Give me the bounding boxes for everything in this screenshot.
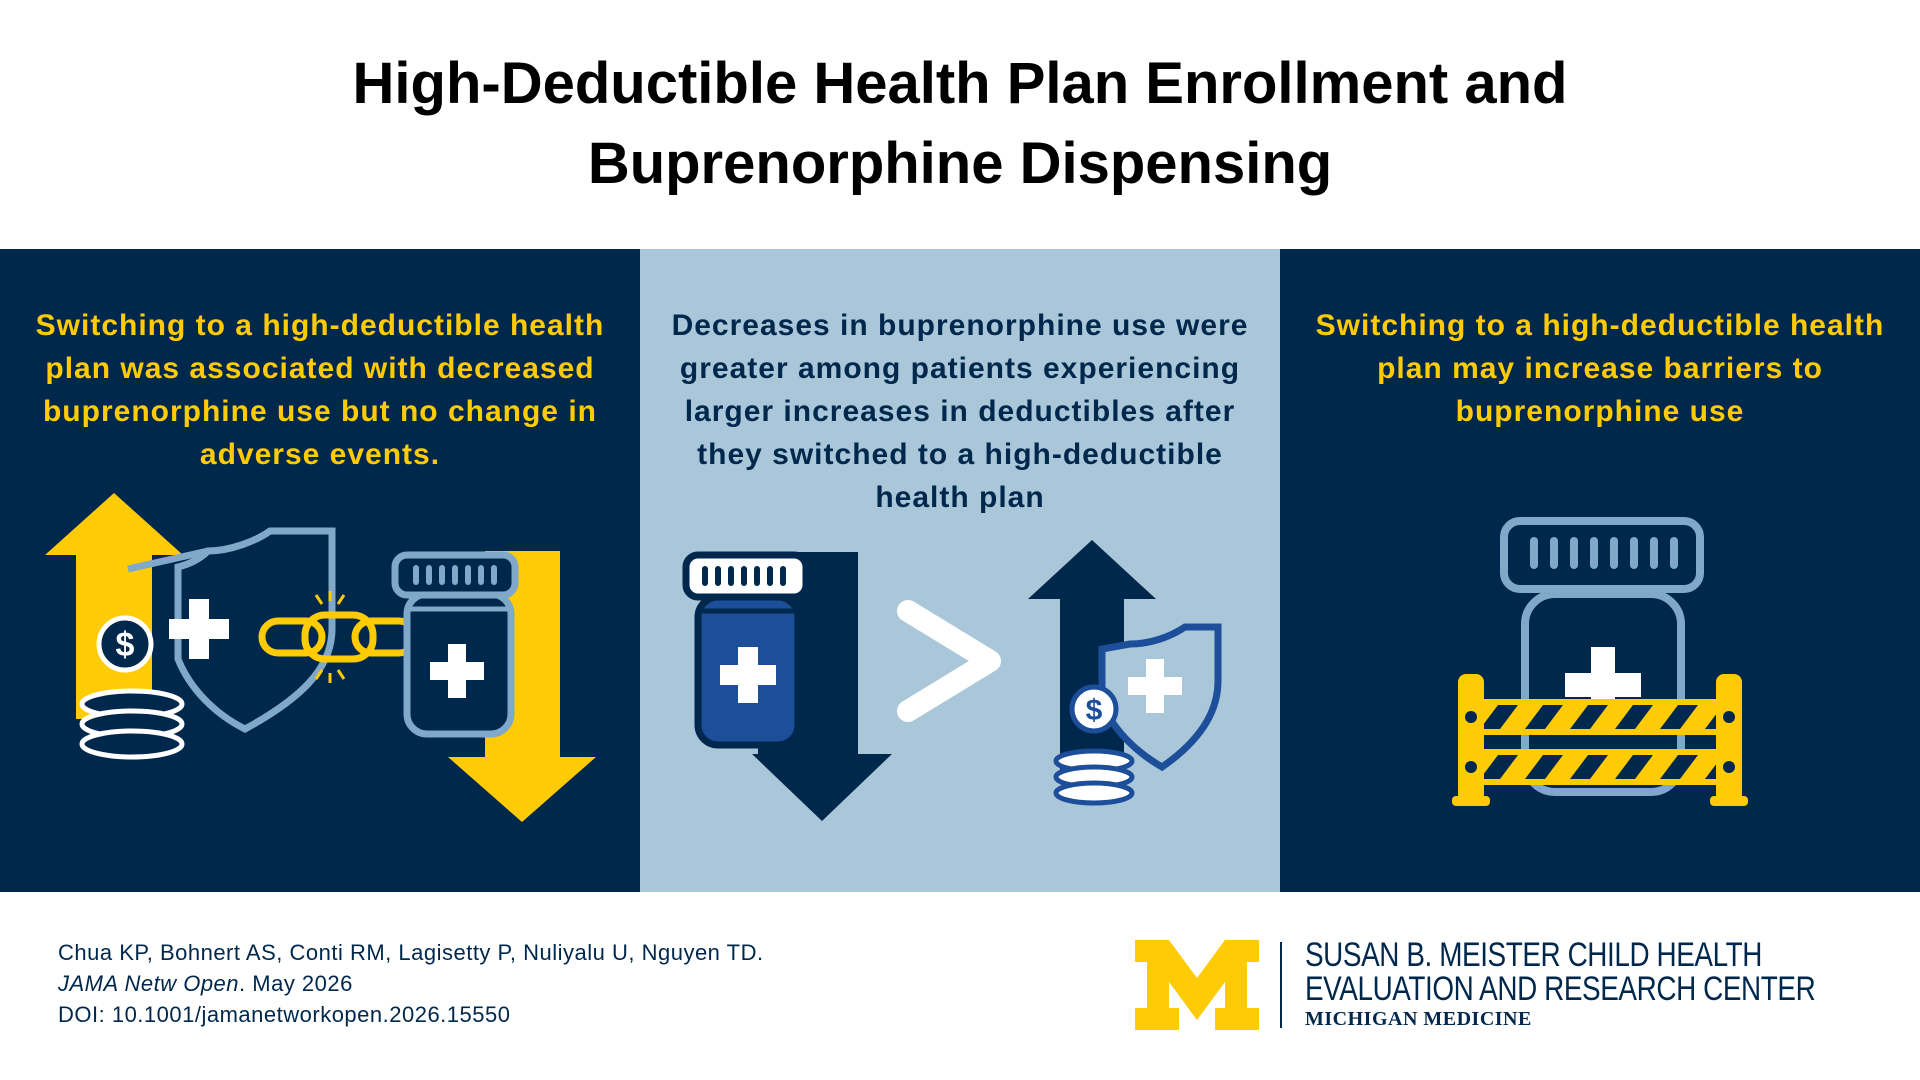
arrow-up-icon: [45, 493, 183, 719]
citation: Chua KP, Bohnert AS, Conti RM, Lagisetty…: [58, 937, 764, 1030]
shield-icon: [1098, 623, 1222, 772]
greater-than-icon: [897, 600, 1001, 722]
panel-3-text: Switching to a high-deductible health pl…: [1315, 309, 1885, 428]
title-line-1: High-Deductible Health Plan Enrollment a…: [352, 51, 1568, 116]
broken-chain-icon: [258, 591, 419, 683]
svg-text:$: $: [1086, 694, 1103, 727]
citation-authors: Chua KP, Bohnert AS, Conti RM, Lagisetty…: [58, 940, 764, 965]
barrier-icon: [1452, 674, 1748, 806]
citation-date: . May 2026: [239, 971, 353, 996]
svg-text:$: $: [116, 626, 135, 664]
pill-bottle-icon: [1500, 517, 1704, 796]
pill-bottle-icon: [682, 551, 810, 749]
page-title: High-Deductible Health Plan Enrollment a…: [0, 44, 1920, 204]
block-m-logo: [1135, 940, 1259, 1030]
panel-deductible-increase: Decreases in buprenorphine use were grea…: [640, 249, 1280, 892]
branding-divider: [1280, 942, 1282, 1028]
title-line-2: Buprenorphine Dispensing: [587, 131, 1333, 196]
center-name-line-2: EVALUATION AND RESEARCH CENTER: [1305, 970, 1816, 1008]
coins-icon: $: [1053, 684, 1135, 806]
citation-doi: DOI: 10.1001/jamanetworkopen.2026.15550: [58, 1002, 511, 1027]
coins-icon: $: [79, 615, 185, 760]
michigan-medicine-label: MICHIGAN MEDICINE: [1305, 1008, 1532, 1030]
citation-journal: JAMA Netw Open: [58, 971, 240, 996]
panel-hdhp-association: Switching to a high-deductible health pl…: [0, 249, 640, 892]
panel-barriers: Switching to a high-deductible health pl…: [1280, 249, 1920, 892]
center-name-line-1: SUSAN B. MEISTER CHILD HEALTH: [1305, 936, 1762, 974]
panel-1-illustration: $: [45, 493, 596, 822]
panel-2-illustration: $: [682, 540, 1222, 821]
center-name: SUSAN B. MEISTER CHILD HEALTH EVALUATION…: [1305, 936, 1816, 1008]
panel-2-text: Decreases in buprenorphine use were grea…: [671, 309, 1249, 514]
panels: Switching to a high-deductible health pl…: [0, 249, 1920, 892]
citation-journal-line: JAMA Netw Open. May 2026: [58, 968, 764, 999]
panel-1-text: Switching to a high-deductible health pl…: [35, 309, 605, 471]
pill-bottle-icon: [391, 551, 519, 738]
panel-3-illustration: [1452, 517, 1748, 806]
shield-icon: [127, 527, 336, 733]
